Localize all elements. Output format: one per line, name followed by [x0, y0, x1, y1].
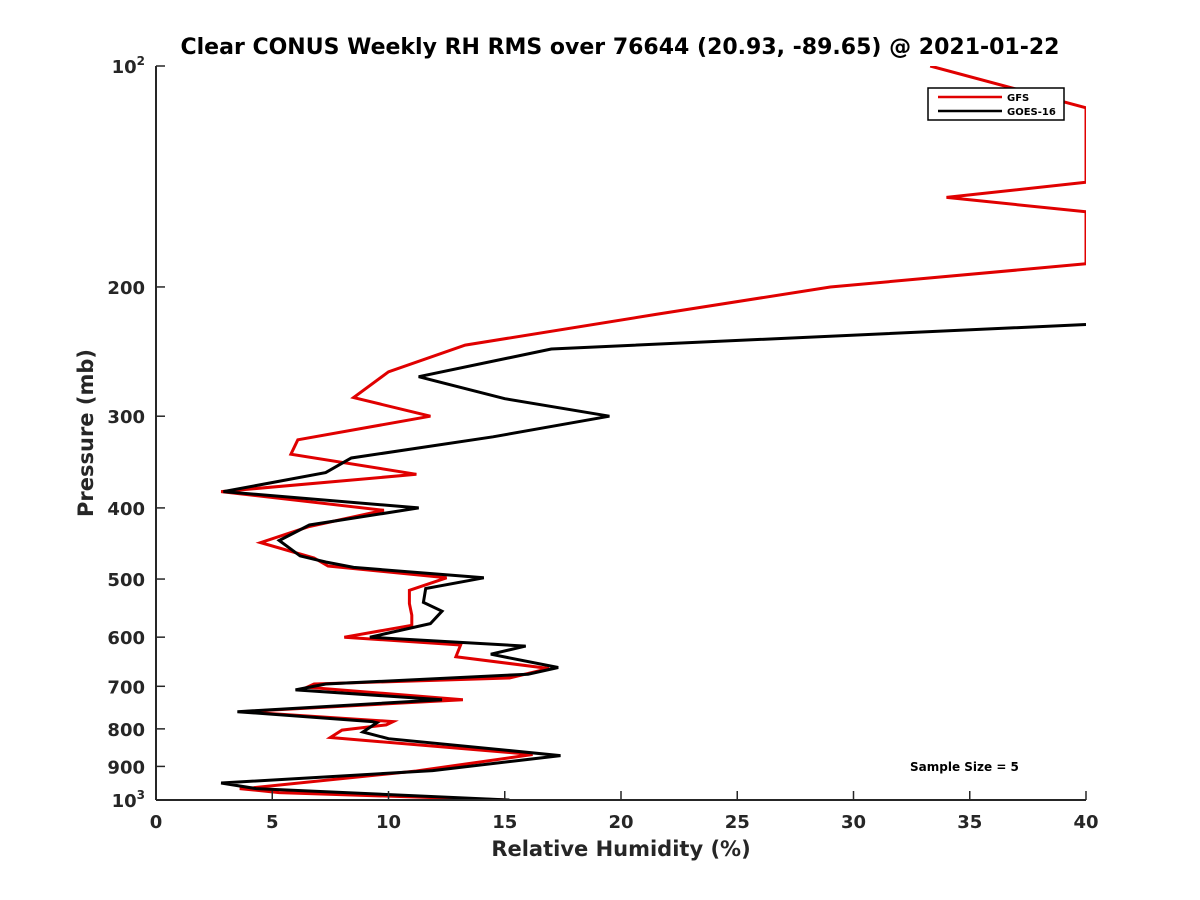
x-tick-label: 15	[492, 812, 517, 833]
plot-area	[220, 66, 1086, 800]
y-tick-label: 700	[107, 677, 145, 698]
axes: 0 5 10 15 20 25 30 35 40 102 200 300 400 500 600 700 800…	[107, 54, 1098, 833]
x-tick-label: 25	[725, 812, 750, 833]
legend-label-gfs: GFS	[1007, 93, 1029, 104]
sample-size-annotation: Sample Size = 5	[910, 760, 1019, 774]
y-tick-label: 800	[107, 720, 145, 741]
y-tick-label: 103	[112, 788, 145, 812]
y-tick-label: 900	[107, 757, 145, 778]
series-lines	[220, 66, 1086, 800]
y-tick-label: 200	[107, 278, 145, 299]
y-tick-label: 500	[107, 570, 145, 591]
y-tick-label: 300	[107, 407, 145, 428]
series-line-gfs	[220, 66, 1086, 800]
legend-label-goes-16: GOES-16	[1007, 107, 1056, 118]
chart-title: Clear CONUS Weekly RH RMS over 76644 (20…	[181, 35, 1060, 60]
x-tick-label: 35	[957, 812, 982, 833]
x-tick-label: 20	[608, 812, 633, 833]
x-tick-label: 30	[841, 812, 866, 833]
series-line-goes-16	[220, 323, 1086, 800]
y-tick-label: 102	[112, 54, 145, 78]
y-tick-label: 400	[107, 499, 145, 520]
legend-box	[927, 87, 1065, 121]
x-tick-label: 10	[376, 812, 401, 833]
x-tick-label: 0	[150, 812, 163, 833]
y-tick-label: 600	[107, 628, 145, 649]
x-tick-label: 40	[1073, 812, 1098, 833]
legend: GFS GOES-16	[927, 87, 1065, 121]
x-axis-label: Relative Humidity (%)	[491, 837, 750, 861]
x-tick-label: 5	[266, 812, 279, 833]
y-axis-label: Pressure (mb)	[74, 349, 98, 517]
